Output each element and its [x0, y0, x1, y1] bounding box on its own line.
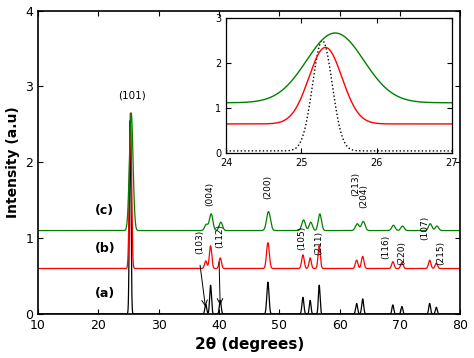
- Text: (103): (103): [195, 230, 204, 254]
- Text: (200): (200): [263, 175, 272, 199]
- Text: (215): (215): [437, 241, 446, 265]
- Text: (213): (213): [351, 172, 360, 197]
- Text: (220): (220): [397, 241, 406, 265]
- Y-axis label: Intensity (a.u): Intensity (a.u): [6, 106, 19, 218]
- X-axis label: 2θ (degrees): 2θ (degrees): [195, 338, 304, 352]
- Text: (112): (112): [215, 224, 224, 248]
- Text: (004): (004): [205, 182, 214, 206]
- Text: (a): (a): [95, 287, 116, 300]
- Text: (101): (101): [118, 90, 146, 100]
- Text: (204): (204): [359, 184, 368, 208]
- Text: (116): (116): [382, 235, 391, 260]
- Text: (b): (b): [95, 242, 116, 255]
- Text: (105): (105): [297, 226, 306, 250]
- Text: (c): (c): [95, 204, 114, 217]
- Text: (211): (211): [314, 231, 323, 255]
- Text: (107): (107): [420, 216, 429, 240]
